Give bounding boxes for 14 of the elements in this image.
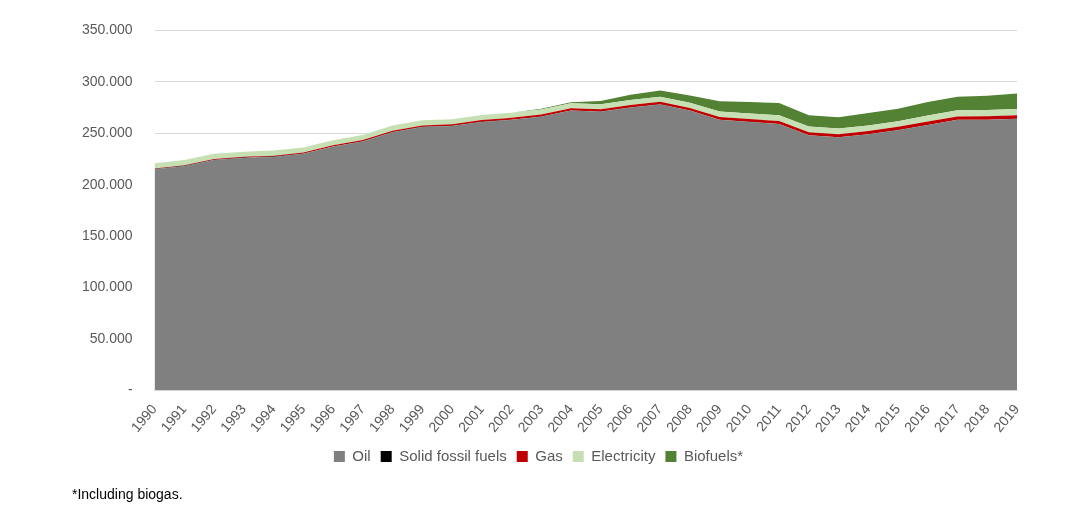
y-tick-label: 50.000 <box>89 329 133 346</box>
y-tick-label: - <box>127 381 133 398</box>
y-tick-label: 250.000 <box>82 124 133 141</box>
legend-label: Electricity <box>591 446 656 464</box>
legend-label: Solid fossil fuels <box>399 446 507 464</box>
y-tick-label: 200.000 <box>82 175 133 192</box>
y-tick-label: 100.000 <box>82 278 133 295</box>
legend-label: Biofuels* <box>683 446 744 464</box>
text: *Including biogas. <box>72 486 183 502</box>
y-tick-label: 350.000 <box>82 21 133 38</box>
y-tick-label: 300.000 <box>82 72 133 89</box>
legend-label: Oil <box>352 446 371 464</box>
legend-label: Gas <box>535 446 563 464</box>
y-tick-label: 150.000 <box>82 226 133 243</box>
